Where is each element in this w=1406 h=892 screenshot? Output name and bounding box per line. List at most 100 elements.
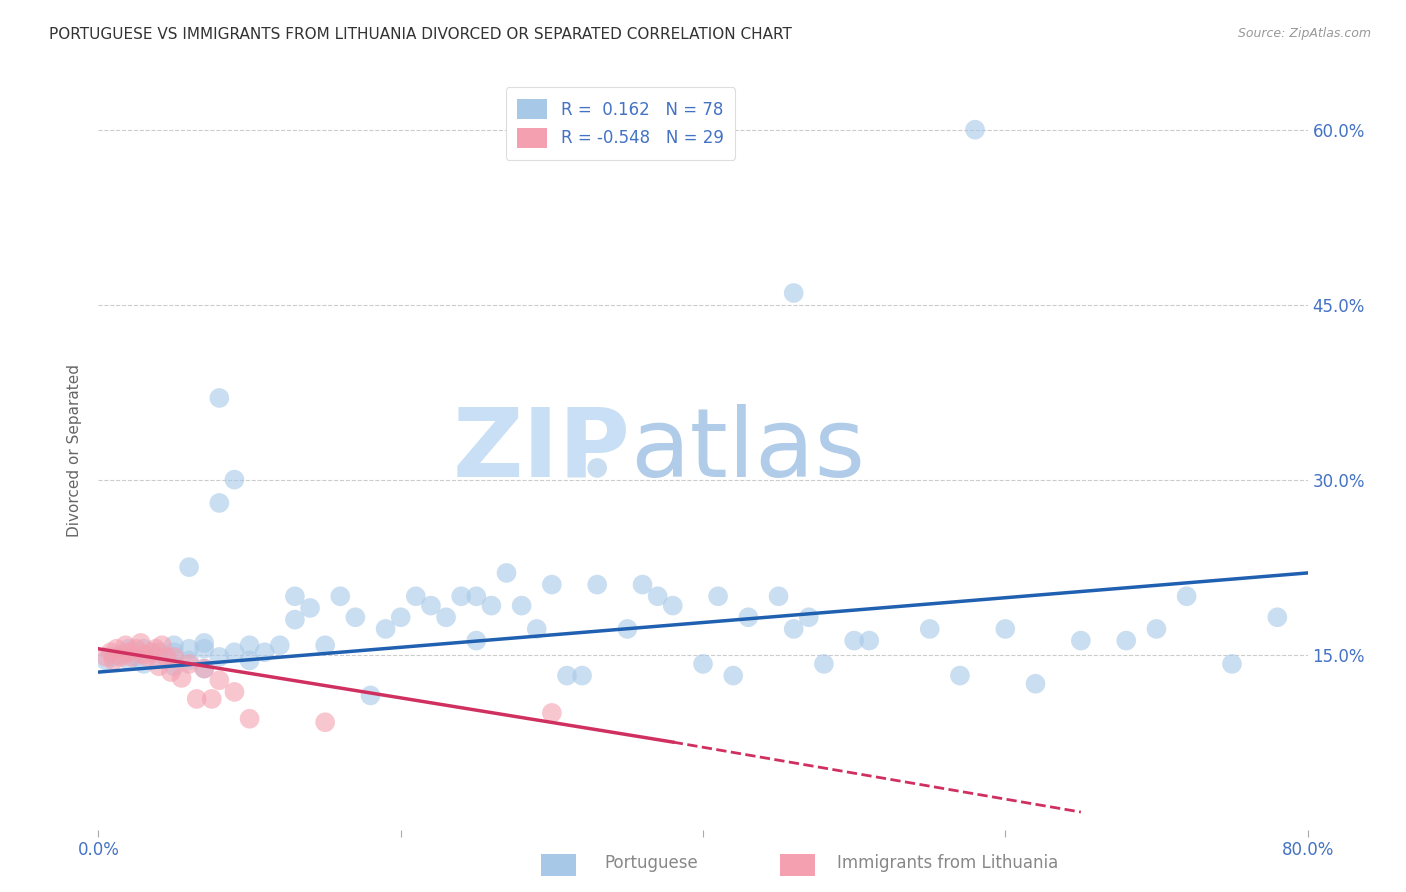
Point (160, 665, 183, 679)
Point (737, 610, 759, 624)
Point (918, 622, 941, 636)
Point (540, 706, 562, 720)
Point (360, 689, 382, 703)
Point (148, 645, 170, 659)
Point (1175, 589, 1198, 603)
Point (163, 649, 186, 664)
Point (540, 577, 562, 591)
Point (797, 610, 820, 624)
Point (450, 589, 472, 603)
Point (118, 653, 141, 667)
Point (193, 636, 215, 650)
Point (844, 633, 866, 648)
Point (1115, 633, 1137, 648)
Point (118, 641, 141, 656)
Point (121, 649, 143, 664)
Point (224, 645, 246, 659)
Point (783, 285, 806, 300)
Point (135, 649, 157, 664)
Point (434, 610, 457, 624)
Text: ZIP: ZIP (453, 404, 630, 497)
Point (193, 641, 215, 656)
Point (179, 653, 201, 667)
Point (150, 638, 173, 652)
Point (481, 599, 503, 613)
Point (155, 649, 177, 664)
Point (299, 601, 322, 615)
Point (103, 649, 125, 664)
Point (125, 641, 148, 656)
Point (253, 645, 276, 659)
Point (110, 648, 132, 662)
Point (179, 657, 201, 671)
Point (420, 599, 443, 613)
Point (692, 657, 714, 671)
Point (141, 645, 163, 659)
Point (163, 645, 186, 659)
Point (132, 648, 155, 662)
Text: Source: ZipAtlas.com: Source: ZipAtlas.com (1237, 27, 1371, 40)
Text: Portuguese: Portuguese (605, 855, 699, 872)
Text: atlas: atlas (630, 404, 866, 497)
Point (495, 566, 517, 580)
Point (631, 577, 654, 591)
Point (314, 715, 336, 730)
Point (723, 668, 745, 682)
Point (105, 641, 128, 656)
Point (1267, 610, 1289, 624)
Point (329, 589, 352, 603)
Point (647, 589, 669, 603)
Point (783, 622, 806, 636)
Point (103, 653, 125, 667)
Point (1144, 622, 1167, 636)
Point (94, 649, 117, 664)
Point (170, 671, 193, 685)
Point (858, 633, 880, 648)
Point (374, 622, 396, 636)
Point (193, 662, 215, 676)
Point (179, 641, 201, 656)
Text: Immigrants from Lithuania: Immigrants from Lithuania (837, 855, 1057, 872)
Point (813, 657, 835, 671)
Point (114, 638, 136, 652)
Point (284, 613, 307, 627)
Point (125, 649, 148, 664)
Point (208, 496, 231, 510)
Point (100, 645, 122, 659)
Point (768, 589, 790, 603)
Point (239, 638, 262, 652)
Point (186, 692, 208, 706)
Point (1070, 633, 1092, 648)
Point (239, 712, 262, 726)
Point (1220, 657, 1243, 671)
Point (163, 659, 186, 673)
Point (389, 610, 412, 624)
Point (94, 653, 117, 667)
Point (571, 668, 593, 682)
Point (224, 473, 246, 487)
Point (965, 122, 987, 136)
Point (179, 560, 201, 574)
Point (405, 589, 427, 603)
Point (465, 589, 488, 603)
Point (586, 461, 609, 475)
Point (145, 641, 167, 656)
Point (193, 662, 215, 676)
Point (510, 599, 533, 613)
Point (208, 391, 231, 405)
Point (526, 622, 548, 636)
Point (314, 638, 336, 652)
Point (661, 599, 683, 613)
Point (707, 589, 730, 603)
Point (148, 659, 170, 673)
Point (132, 657, 155, 671)
Text: PORTUGUESE VS IMMIGRANTS FROM LITHUANIA DIVORCED OR SEPARATED CORRELATION CHART: PORTUGUESE VS IMMIGRANTS FROM LITHUANIA … (49, 27, 792, 42)
Point (555, 668, 578, 682)
Point (224, 685, 246, 699)
Point (163, 638, 186, 652)
Point (616, 622, 638, 636)
Point (344, 610, 367, 624)
Point (239, 653, 262, 667)
Point (269, 638, 291, 652)
Point (994, 622, 1017, 636)
